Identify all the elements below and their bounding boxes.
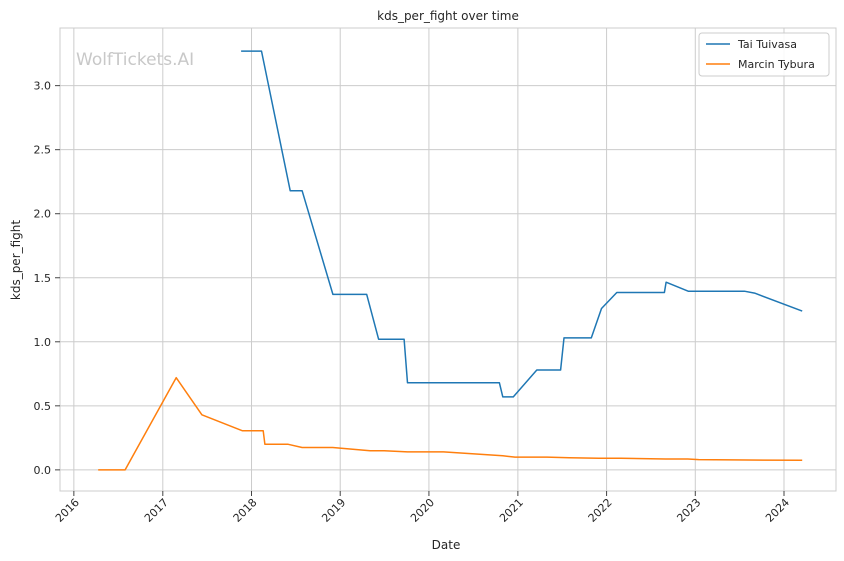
- grid-lines: [60, 28, 836, 491]
- y-axis-title: kds_per_fight: [9, 220, 23, 301]
- chart-title: kds_per_fight over time: [377, 9, 519, 23]
- y-tick-label: 1.0: [34, 336, 52, 349]
- watermark-text: WolfTickets.AI: [76, 50, 194, 70]
- y-tick-label: 3.0: [34, 80, 52, 93]
- y-tick-label: 1.5: [34, 272, 52, 285]
- y-tick-label: 0.0: [34, 464, 52, 477]
- series-line-marcin-tybura: [98, 376, 803, 471]
- y-tick-label: 2.0: [34, 208, 52, 221]
- legend-label-tai-tuivasa: Tai Tuivasa: [737, 38, 797, 51]
- legend: Tai Tuivasa Marcin Tybura: [698, 32, 830, 77]
- y-axis-ticks: 0.0 0.5 1.0 1.5 2.0 2.5 3.0: [34, 80, 60, 477]
- x-axis-title: Date: [432, 538, 461, 552]
- y-tick-label: 0.5: [34, 400, 52, 413]
- legend-box: [698, 32, 830, 77]
- series-lines: [98, 50, 803, 471]
- plot-area-frame: [59, 27, 837, 492]
- series-line-tai-tuivasa: [241, 50, 803, 398]
- legend-label-marcin-tybura: Marcin Tybura: [738, 58, 815, 71]
- y-tick-label: 2.5: [34, 144, 52, 157]
